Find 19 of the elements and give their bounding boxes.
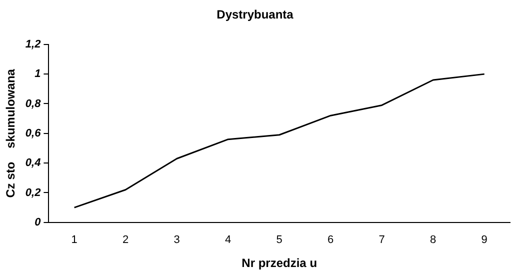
y-tick-label: 0,4 [25,157,41,170]
x-tick-label: 4 [225,234,232,246]
x-tick-label: 9 [481,234,488,246]
x-tick-label: 3 [174,234,180,246]
y-tick-label: 0,8 [25,98,42,110]
x-tick-label: 2 [122,234,129,246]
y-tick-label: 0,2 [25,186,41,199]
y-axis-title: Cz sto skumulowana [4,68,18,198]
chart-title: Dystrybuanta [216,8,294,22]
x-tick-label: 6 [328,234,334,246]
x-tick-label: 5 [276,234,282,246]
x-axis-title: Nr przedzia u [242,256,318,270]
y-tick-label: 1 [34,68,41,80]
x-tick-label: 1 [71,234,78,246]
x-tick-label: 8 [430,234,436,246]
x-tick-label: 7 [378,234,385,246]
y-tick-label: 0,6 [25,127,42,140]
y-tick-label: 0 [34,216,42,228]
y-tick-label: 1,2 [25,38,41,50]
